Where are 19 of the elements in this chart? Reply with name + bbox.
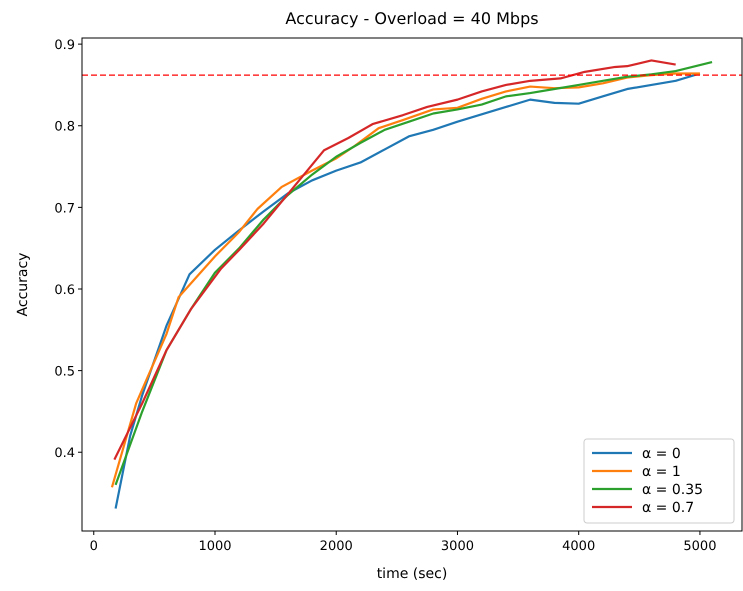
x-tick-label: 4000 (562, 539, 596, 554)
legend-label: α = 0.7 (642, 500, 694, 516)
legend-label: α = 1 (642, 464, 681, 480)
y-tick-label: 0.9 (54, 38, 75, 54)
y-tick-label: 0.4 (54, 446, 75, 462)
legend-label: α = 0 (642, 446, 681, 462)
x-tick-label: 0 (90, 539, 98, 554)
x-tick-label: 2000 (320, 539, 353, 554)
y-tick-label: 0.7 (54, 201, 75, 216)
x-axis-title: time (sec) (376, 566, 448, 582)
x-tick-label: 5000 (683, 539, 716, 554)
y-axis-title: Accuracy (15, 252, 31, 316)
legend-label: α = 0.35 (642, 482, 704, 498)
y-tick-label: 0.8 (54, 120, 75, 135)
x-tick-label: 1000 (198, 539, 232, 554)
chart-title: Accuracy - Overload = 40 Mbps (285, 9, 539, 28)
x-tick-label: 3000 (440, 539, 474, 554)
y-tick-label: 0.5 (54, 364, 75, 380)
y-tick-label: 0.6 (54, 282, 75, 298)
